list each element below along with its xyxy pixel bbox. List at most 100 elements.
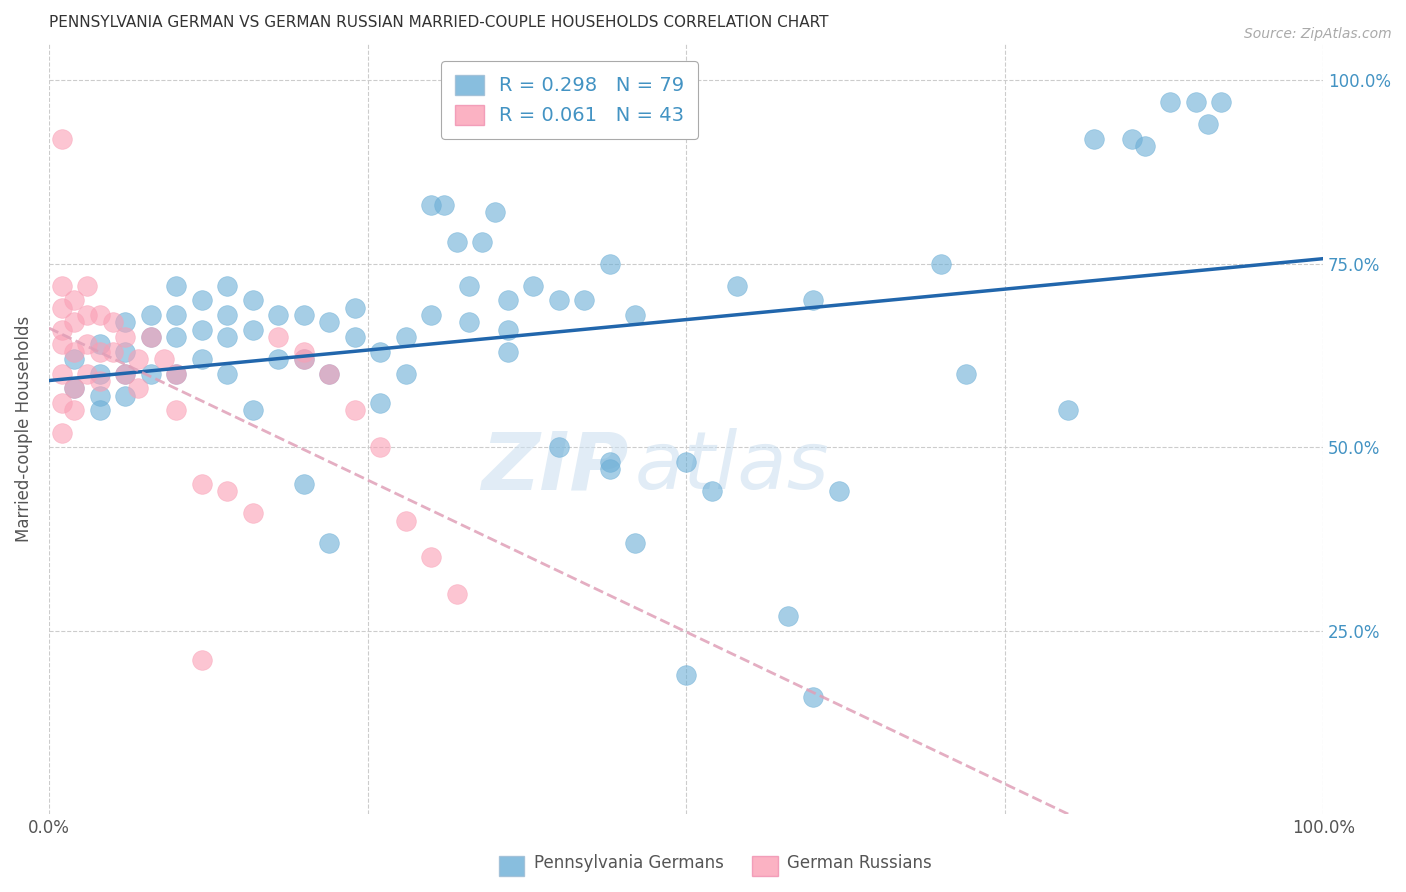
Point xyxy=(1198,117,1220,131)
Text: atlas: atlas xyxy=(636,428,830,507)
Point xyxy=(89,308,111,322)
Point xyxy=(114,344,136,359)
Point xyxy=(191,352,214,367)
Point xyxy=(433,198,456,212)
Point xyxy=(318,367,340,381)
Point xyxy=(395,514,418,528)
Point xyxy=(776,608,799,623)
Point xyxy=(217,484,239,499)
Text: PENNSYLVANIA GERMAN VS GERMAN RUSSIAN MARRIED-COUPLE HOUSEHOLDS CORRELATION CHAR: PENNSYLVANIA GERMAN VS GERMAN RUSSIAN MA… xyxy=(49,15,828,30)
Point xyxy=(496,323,519,337)
Point xyxy=(217,330,239,344)
Point xyxy=(139,367,162,381)
Point xyxy=(165,367,187,381)
Point xyxy=(1083,132,1105,146)
Point xyxy=(725,278,748,293)
Point xyxy=(343,301,366,315)
Point xyxy=(803,293,825,308)
Text: Source: ZipAtlas.com: Source: ZipAtlas.com xyxy=(1244,27,1392,41)
Point xyxy=(828,484,851,499)
Point xyxy=(51,301,73,315)
Point xyxy=(139,330,162,344)
Point xyxy=(1133,139,1156,153)
Text: German Russians: German Russians xyxy=(787,855,932,872)
Point xyxy=(191,476,214,491)
Point xyxy=(242,403,264,417)
Point xyxy=(114,367,136,381)
Point xyxy=(803,690,825,704)
Point xyxy=(89,374,111,388)
Text: Pennsylvania Germans: Pennsylvania Germans xyxy=(534,855,724,872)
Point xyxy=(63,315,86,329)
Point xyxy=(446,587,468,601)
Point xyxy=(51,425,73,440)
Point xyxy=(63,403,86,417)
Point xyxy=(139,308,162,322)
Point xyxy=(63,293,86,308)
Point xyxy=(101,344,124,359)
Y-axis label: Married-couple Households: Married-couple Households xyxy=(15,316,32,542)
Point xyxy=(368,440,391,454)
Point xyxy=(139,330,162,344)
Point xyxy=(114,389,136,403)
Point xyxy=(267,330,290,344)
Point xyxy=(292,352,315,367)
Point xyxy=(242,506,264,520)
Point xyxy=(420,198,443,212)
Point xyxy=(165,308,187,322)
Point xyxy=(76,308,98,322)
Point xyxy=(955,367,977,381)
Point xyxy=(343,330,366,344)
Point xyxy=(217,278,239,293)
Point xyxy=(101,315,124,329)
Point xyxy=(458,278,481,293)
Point xyxy=(318,315,340,329)
Point xyxy=(458,315,481,329)
Point xyxy=(76,337,98,351)
Point xyxy=(89,403,111,417)
Point xyxy=(292,352,315,367)
Point xyxy=(318,367,340,381)
Point xyxy=(395,367,418,381)
Point xyxy=(599,455,621,469)
Point xyxy=(76,278,98,293)
Point xyxy=(191,653,214,667)
Point xyxy=(496,293,519,308)
Point xyxy=(63,382,86,396)
Point xyxy=(51,132,73,146)
Point xyxy=(114,330,136,344)
Point xyxy=(89,389,111,403)
Point xyxy=(165,278,187,293)
Point xyxy=(267,352,290,367)
Point xyxy=(599,257,621,271)
Point xyxy=(76,367,98,381)
Point xyxy=(51,367,73,381)
Point xyxy=(471,235,494,249)
Point xyxy=(63,344,86,359)
Point xyxy=(547,293,569,308)
Point xyxy=(395,330,418,344)
Point xyxy=(292,476,315,491)
Point xyxy=(242,293,264,308)
Point xyxy=(165,403,187,417)
Point xyxy=(114,315,136,329)
Point xyxy=(242,323,264,337)
Point xyxy=(267,308,290,322)
Point xyxy=(446,235,468,249)
Point xyxy=(599,462,621,476)
Point xyxy=(89,337,111,351)
Point xyxy=(318,535,340,549)
Point xyxy=(624,535,647,549)
Point xyxy=(292,344,315,359)
Point xyxy=(522,278,544,293)
Point xyxy=(165,367,187,381)
Point xyxy=(165,330,187,344)
Point xyxy=(624,308,647,322)
Text: ZIP: ZIP xyxy=(481,428,628,507)
Point xyxy=(572,293,595,308)
Point xyxy=(368,344,391,359)
Point xyxy=(1121,132,1143,146)
Legend: R = 0.298   N = 79, R = 0.061   N = 43: R = 0.298 N = 79, R = 0.061 N = 43 xyxy=(441,61,697,139)
Point xyxy=(675,667,697,681)
Point xyxy=(217,367,239,381)
